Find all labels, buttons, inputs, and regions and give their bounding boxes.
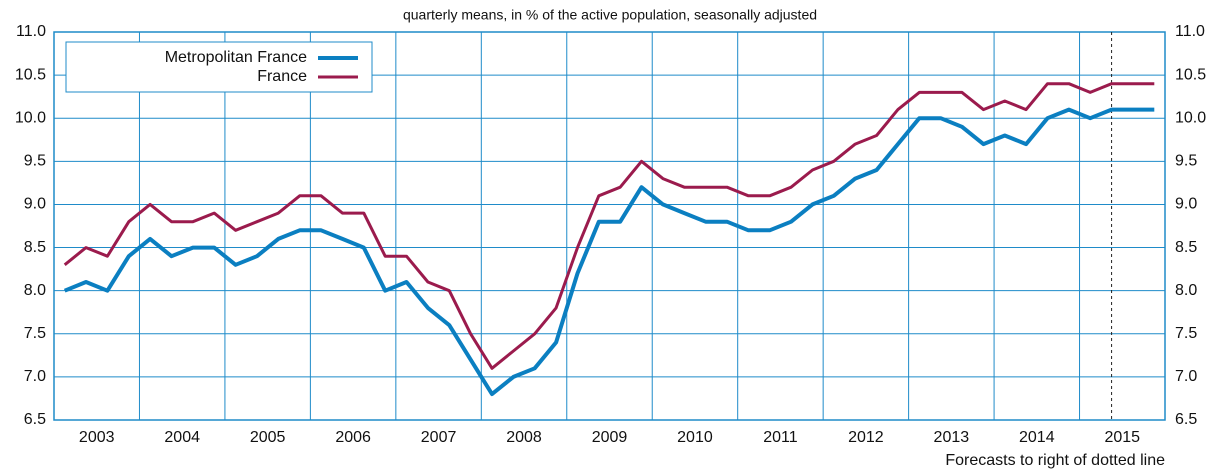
y2-tick-label: 11.0 <box>1175 23 1205 40</box>
legend-label: Metropolitan France <box>165 49 307 66</box>
x-tick-label: 2007 <box>421 429 457 446</box>
y-tick-label: 6.5 <box>24 411 46 428</box>
y2-tick-label: 10.5 <box>1175 66 1206 83</box>
x-tick-label: 2015 <box>1104 429 1140 446</box>
x-tick-label: 2010 <box>677 429 713 446</box>
chart-subtitle: quarterly means, in % of the active popu… <box>403 7 817 23</box>
x-tick-label: 2005 <box>250 429 286 446</box>
y-tick-label: 10.0 <box>15 109 46 126</box>
y2-tick-label: 8.0 <box>1175 282 1197 299</box>
y-tick-label: 7.5 <box>24 325 46 342</box>
y-tick-label: 7.0 <box>24 368 46 385</box>
y2-tick-label: 9.5 <box>1175 153 1197 170</box>
y-tick-label: 8.5 <box>24 239 46 256</box>
x-tick-label: 2006 <box>335 429 371 446</box>
x-tick-label: 2014 <box>1019 429 1055 446</box>
y2-tick-label: 7.5 <box>1175 325 1197 342</box>
y2-tick-label: 7.0 <box>1175 368 1197 385</box>
line-series <box>63 82 1155 370</box>
x-tick-label: 2004 <box>164 429 200 446</box>
x-tick-label: 2012 <box>848 429 884 446</box>
y2-tick-label: 9.0 <box>1175 196 1197 213</box>
x-tick-label: 2003 <box>79 429 115 446</box>
y-tick-label: 8.0 <box>24 282 46 299</box>
plot-frame <box>53 31 1166 421</box>
x-tick-label: 2009 <box>592 429 628 446</box>
y-tick-label: 11.0 <box>16 23 46 40</box>
y-tick-label: 10.5 <box>15 66 46 83</box>
y-tick-label: 9.5 <box>24 153 46 170</box>
x-tick-label: 2013 <box>934 429 970 446</box>
footnote: Forecasts to right of dotted line <box>945 452 1165 469</box>
legend-box <box>65 41 373 93</box>
y-tick-label: 9.0 <box>24 196 46 213</box>
y2-tick-label: 8.5 <box>1175 239 1197 256</box>
x-tick-label: 2008 <box>506 429 542 446</box>
y2-tick-label: 10.0 <box>1175 109 1206 126</box>
x-tick-label: 2011 <box>763 429 798 446</box>
line-series <box>63 107 1155 397</box>
legend-label: France <box>257 68 307 85</box>
y2-tick-label: 6.5 <box>1175 411 1197 428</box>
